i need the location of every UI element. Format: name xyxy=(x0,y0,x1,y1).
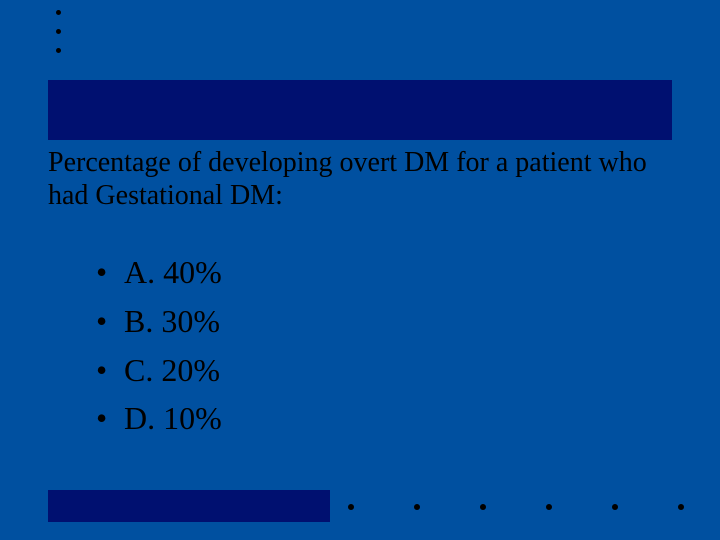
dot-icon xyxy=(56,48,61,53)
answer-option-b: B. 30% xyxy=(96,299,222,344)
top-decorative-dots xyxy=(56,10,61,53)
dot-icon xyxy=(480,504,486,510)
bottom-decorative-dots xyxy=(348,504,684,510)
dot-icon xyxy=(678,504,684,510)
answer-list: A. 40% B. 30% C. 20% D. 10% xyxy=(96,250,222,445)
dot-icon xyxy=(56,10,61,15)
answer-option-d: D. 10% xyxy=(96,396,222,441)
dot-icon xyxy=(612,504,618,510)
answer-option-c: C. 20% xyxy=(96,348,222,393)
dot-icon xyxy=(56,29,61,34)
title-accent-bar xyxy=(48,80,672,140)
dot-icon xyxy=(546,504,552,510)
question-text: Percentage of developing overt DM for a … xyxy=(48,146,672,212)
bottom-accent-bar xyxy=(48,490,330,522)
answer-option-a: A. 40% xyxy=(96,250,222,295)
dot-icon xyxy=(414,504,420,510)
dot-icon xyxy=(348,504,354,510)
